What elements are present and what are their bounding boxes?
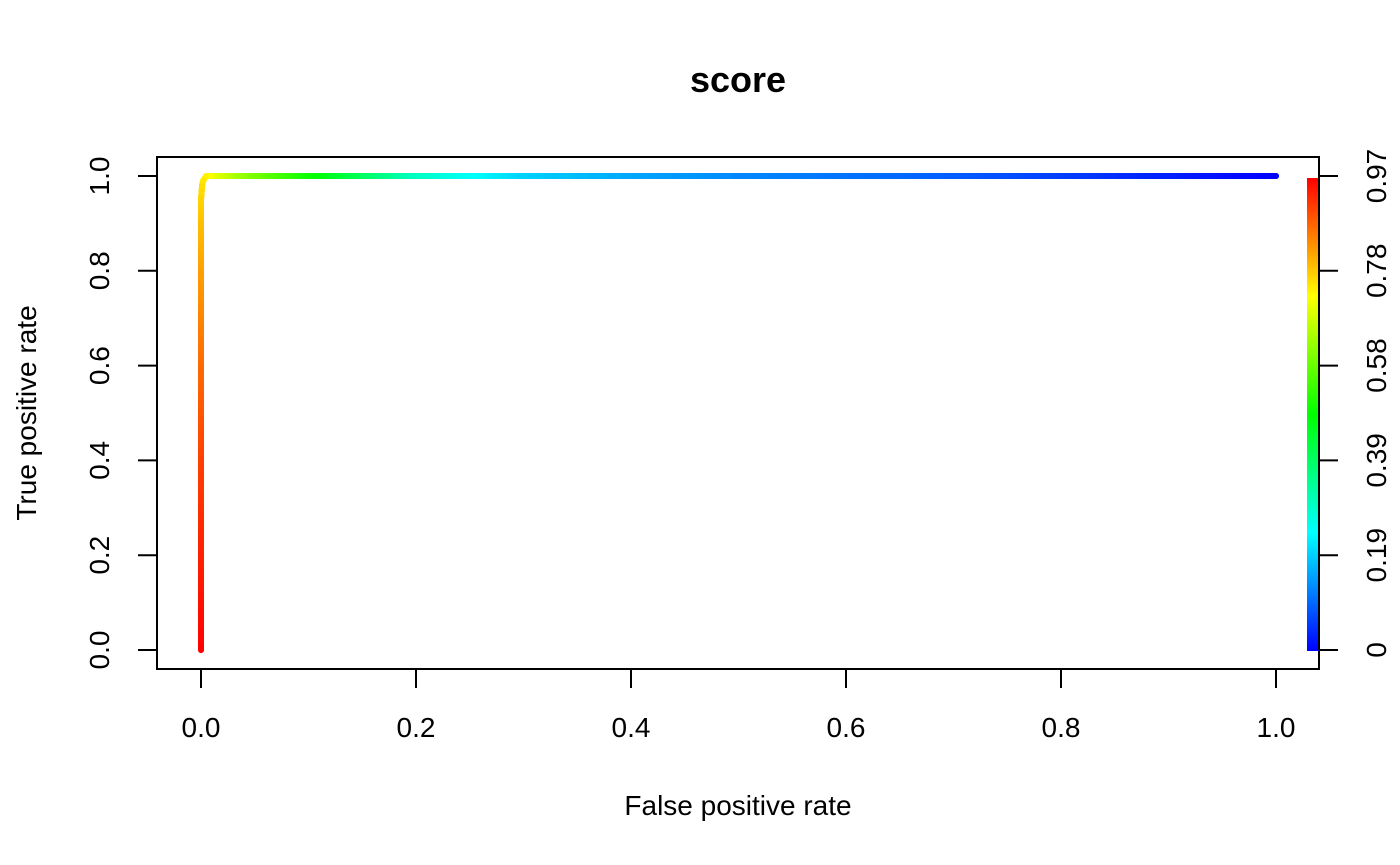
roc-point: [1273, 173, 1279, 179]
x-axis: 0.0 0.2 0.4 0.6 0.8 1.0: [182, 668, 1296, 743]
roc-point: [198, 457, 204, 464]
plot-frame: [156, 156, 1320, 670]
roc-point: [200, 177, 207, 184]
roc-point: [208, 173, 215, 179]
roc-point: [305, 173, 312, 179]
y-axis: 0.0 0.2 0.4 0.6 0.8 1.0: [84, 157, 158, 670]
roc-point: [520, 173, 527, 179]
colorbar-tick-label: 0.78: [1361, 244, 1392, 299]
colorbar-tick-label: 0.19: [1361, 528, 1392, 583]
roc-point: [628, 173, 634, 179]
x-tick-label: 0.8: [1042, 712, 1081, 743]
colorbar: [1307, 178, 1319, 651]
x-tick-label: 1.0: [1257, 712, 1296, 743]
roc-point: [203, 173, 210, 179]
roc-point: [251, 173, 258, 179]
roc-point: [413, 173, 419, 179]
roc-point: [199, 182, 206, 189]
y-tick-label: 0.4: [84, 441, 115, 480]
roc-point: [1058, 173, 1064, 179]
y-tick-label: 0.2: [84, 536, 115, 575]
colorbar-tick-label: 0: [1361, 642, 1392, 658]
y-tick-label: 1.0: [84, 157, 115, 196]
x-tick-label: 0.0: [182, 712, 221, 743]
roc-point: [198, 267, 204, 274]
roc-point: [843, 173, 849, 179]
roc-point: [198, 362, 204, 369]
y-axis-label: True positive rate: [11, 305, 42, 520]
colorbar-tick-label: 0.39: [1361, 433, 1392, 488]
y-tick-label: 0.6: [84, 346, 115, 385]
roc-point: [198, 647, 204, 653]
x-tick-label: 0.2: [397, 712, 436, 743]
y-tick-label: 0.0: [84, 631, 115, 670]
colorbar-tick-label: 0.97: [1361, 149, 1392, 204]
colorbar-tick-label: 0.58: [1361, 338, 1392, 393]
x-axis-label: False positive rate: [624, 790, 851, 821]
roc-point: [198, 220, 204, 227]
y-tick-label: 0.8: [84, 251, 115, 290]
colorbar-axis: 0 0.19 0.39 0.58 0.78 0.97: [1318, 149, 1392, 658]
roc-point: [950, 173, 957, 179]
roc-point: [198, 552, 204, 559]
chart-title: score: [690, 59, 786, 100]
roc-point: [1165, 173, 1172, 179]
roc-curve: [198, 173, 1279, 653]
x-tick-label: 0.6: [827, 712, 866, 743]
x-tick-label: 0.4: [612, 712, 651, 743]
roc-point: [198, 196, 204, 203]
roc-point: [735, 173, 742, 179]
